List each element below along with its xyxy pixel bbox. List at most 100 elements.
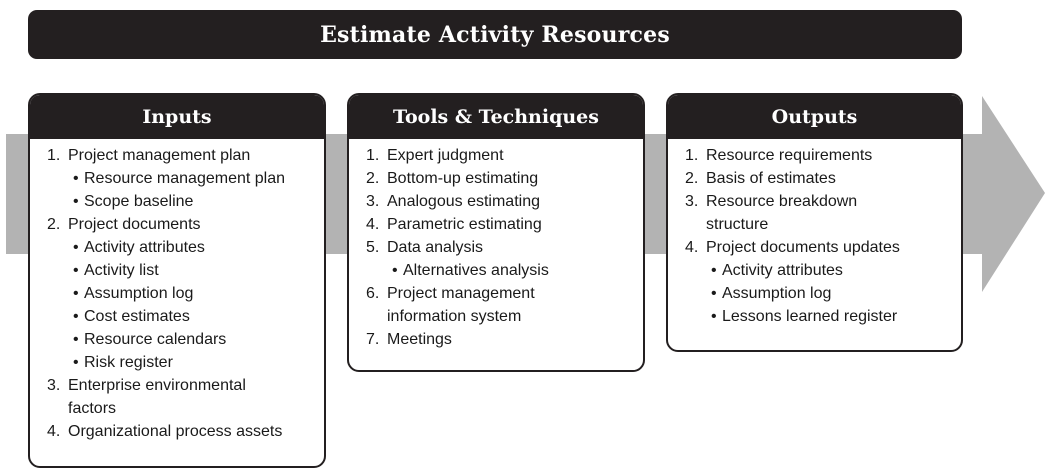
item-number: 3. [47, 377, 61, 394]
list-item: 1. Resource requirements [668, 144, 961, 167]
list-item: • Lessons learned register [668, 305, 961, 328]
item-text: Analogous estimating [387, 193, 540, 210]
bullet: • [711, 262, 717, 279]
bullet: • [73, 331, 79, 348]
item-number: 1. [47, 147, 61, 164]
list-item: 1. Project management plan [30, 144, 324, 167]
list-item: 2. Basis of estimates [668, 167, 961, 190]
bullet: • [73, 170, 79, 187]
list-item: 3. Analogous estimating [349, 190, 643, 213]
inputs-header: Inputs [30, 95, 324, 139]
tools-techniques-header: Tools & Techniques [349, 95, 643, 139]
item-text: Activity attributes [722, 262, 843, 279]
list-item: 4. Parametric estimating [349, 213, 643, 236]
item-text: Resource requirements [706, 147, 873, 164]
item-text: Project management [387, 285, 535, 302]
bullet: • [73, 354, 79, 371]
list-item: • Activity attributes [668, 259, 961, 282]
list-item: 2. Project documents [30, 213, 324, 236]
item-text: Lessons learned register [722, 308, 898, 325]
tools-techniques-box: Tools & Techniques 1. Expert judgment 2. B… [347, 93, 645, 372]
list-item: • Alternatives analysis [349, 259, 643, 282]
item-number: 4. [47, 423, 61, 440]
list-item: 7. Meetings [349, 328, 643, 351]
item-text: Scope baseline [84, 193, 194, 210]
list-item: 2. Bottom-up estimating [349, 167, 643, 190]
process-title: Estimate Activity Resources [320, 21, 670, 48]
item-text: Resource calendars [84, 331, 227, 348]
item-text: Activity attributes [84, 239, 205, 256]
item-number: 2. [685, 170, 699, 187]
item-text: Project management plan [68, 147, 251, 164]
item-number: 4. [685, 239, 699, 256]
inputs-title: Inputs [142, 106, 212, 128]
item-text: Organizational process assets [68, 423, 283, 440]
item-number: 2. [366, 170, 380, 187]
list-item: 5. Data analysis [349, 236, 643, 259]
list-item: • Resource management plan [30, 167, 324, 190]
list-item: 3. Enterprise environmental [30, 374, 324, 397]
outputs-header: Outputs [668, 95, 961, 139]
list-item: • Assumption log [30, 282, 324, 305]
list-item: • Activity attributes [30, 236, 324, 259]
item-text: Resource management plan [84, 170, 286, 187]
outputs-box: Outputs 1. Resource requirements 2. Basis … [666, 93, 963, 352]
item-text: factors [68, 400, 117, 417]
item-text: Assumption log [84, 285, 194, 302]
item-text: Activity list [84, 262, 159, 279]
item-text: structure [706, 216, 769, 233]
item-text: Enterprise environmental [68, 377, 246, 394]
item-text: Project documents updates [706, 239, 900, 256]
item-text: Meetings [387, 331, 452, 348]
item-text: Parametric estimating [387, 216, 542, 233]
item-text: Risk register [84, 354, 173, 371]
process-title-bar: Estimate Activity Resources [28, 10, 962, 59]
inputs-list: 1. Project management plan • Resource mana… [30, 139, 324, 443]
list-item: 1. Expert judgment [349, 144, 643, 167]
item-text: Resource breakdown [706, 193, 858, 210]
bullet: • [392, 262, 398, 279]
list-item: • Activity list [30, 259, 324, 282]
item-number: 1. [366, 147, 380, 164]
bullet: • [73, 239, 79, 256]
item-number: 2. [47, 216, 61, 233]
item-text: Expert judgment [387, 147, 504, 164]
item-text: Assumption log [722, 285, 832, 302]
bullet: • [711, 308, 717, 325]
item-number: 5. [366, 239, 380, 256]
item-text: Project documents [68, 216, 201, 233]
item-text: Alternatives analysis [403, 262, 549, 279]
list-item: 3. Resource breakdown [668, 190, 961, 213]
bullet: • [73, 193, 79, 210]
list-item: • Risk register [30, 351, 324, 374]
bullet: • [73, 308, 79, 325]
item-number: 7. [366, 331, 380, 348]
list-item: • Resource calendars [30, 328, 324, 351]
list-item-continuation: factors [30, 397, 324, 420]
tools-techniques-title: Tools & Techniques [393, 106, 599, 128]
item-number: 3. [685, 193, 699, 210]
inputs-box: Inputs 1. Project management plan • Resour… [28, 93, 326, 468]
item-number: 3. [366, 193, 380, 210]
item-text: information system [387, 308, 522, 325]
list-item: 6. Project management [349, 282, 643, 305]
outputs-list: 1. Resource requirements 2. Basis of estim… [668, 139, 961, 328]
list-item: • Cost estimates [30, 305, 324, 328]
list-item: 4. Organizational process assets [30, 420, 324, 443]
list-item-continuation: structure [668, 213, 961, 236]
outputs-title: Outputs [771, 106, 858, 128]
bullet: • [711, 285, 717, 302]
item-number: 1. [685, 147, 699, 164]
item-number: 6. [366, 285, 380, 302]
item-text: Basis of estimates [706, 170, 836, 187]
list-item: • Scope baseline [30, 190, 324, 213]
item-number: 4. [366, 216, 380, 233]
tools-techniques-list: 1. Expert judgment 2. Bottom-up estimating… [349, 139, 643, 351]
list-item-continuation: information system [349, 305, 643, 328]
bullet: • [73, 285, 79, 302]
item-text: Data analysis [387, 239, 484, 256]
bullet: • [73, 262, 79, 279]
item-text: Bottom-up estimating [387, 170, 539, 187]
item-text: Cost estimates [84, 308, 190, 325]
list-item: 4. Project documents updates [668, 236, 961, 259]
